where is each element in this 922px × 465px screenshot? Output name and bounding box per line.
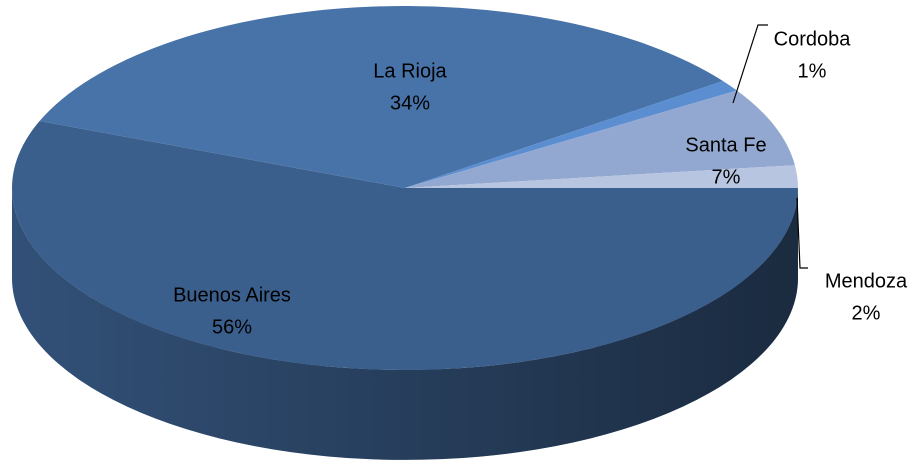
slice-side-shade <box>12 188 798 460</box>
slice-value-label: 34% <box>390 92 430 114</box>
leader-line <box>732 24 768 104</box>
leader-line <box>796 197 808 269</box>
pie-tops <box>11 6 798 370</box>
slice-value-label: 2% <box>852 302 881 324</box>
slice <box>39 6 723 188</box>
pie-sides <box>12 188 798 460</box>
slice-value-label: 7% <box>712 166 741 188</box>
slice-value-label: 1% <box>798 60 827 82</box>
slice <box>405 90 795 188</box>
slice <box>405 81 737 188</box>
labels: Buenos Aires 56% La Rioja 34% Cordoba 1% Santa… <box>173 28 908 338</box>
slice-value-label: 56% <box>212 316 252 338</box>
slice <box>11 121 798 370</box>
slice-label: Mendoza <box>825 270 908 292</box>
slice-label: Santa Fe <box>685 134 766 156</box>
slice-label: Cordoba <box>774 28 852 50</box>
slice-label: La Rioja <box>373 60 447 82</box>
slice-label: Buenos Aires <box>173 284 291 306</box>
slice <box>405 165 798 188</box>
